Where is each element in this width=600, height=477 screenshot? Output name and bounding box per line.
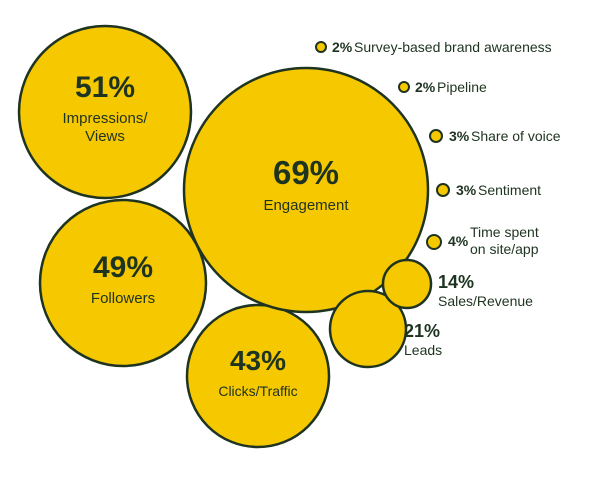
bubble-9 xyxy=(429,129,443,143)
category-label-6: Sales/Revenue xyxy=(438,293,533,309)
value-label-4: 43% xyxy=(230,345,286,376)
category-label-11: Survey-based brand awareness xyxy=(354,39,552,55)
bubble-8 xyxy=(436,183,450,197)
category-label-9: Share of voice xyxy=(471,128,561,144)
category-label-4: Clicks/Traffic xyxy=(218,383,297,399)
value-label-2: 69% xyxy=(273,154,339,191)
category-label-3: Followers xyxy=(91,290,155,307)
category-label-1: Impressions/ xyxy=(62,110,148,127)
value-label-3: 49% xyxy=(93,251,153,284)
value-label-6: 14% xyxy=(438,272,474,292)
category-label-10: Pipeline xyxy=(437,79,487,95)
bubble-6 xyxy=(381,258,433,310)
category-label-7: on site/app xyxy=(470,241,539,257)
bubble-10 xyxy=(398,81,410,93)
bubble-5 xyxy=(328,289,408,369)
value-label-1: 51% xyxy=(75,71,135,104)
bubble-4 xyxy=(185,303,331,449)
value-label-11: 2% xyxy=(332,39,353,55)
category-label-7: Time spent xyxy=(470,224,539,240)
bubble-11 xyxy=(315,41,327,53)
value-label-8: 3% xyxy=(456,182,477,198)
category-label-8: Sentiment xyxy=(478,182,541,198)
bubble-3 xyxy=(38,198,208,368)
bubble-7 xyxy=(426,234,442,250)
value-label-5: 21% xyxy=(404,321,440,341)
bubble-2 xyxy=(182,66,430,314)
category-label-5: Leads xyxy=(404,342,442,358)
category-label-2: Engagement xyxy=(263,197,349,214)
bubble-1 xyxy=(17,24,193,200)
value-label-10: 2% xyxy=(415,79,436,95)
value-label-9: 3% xyxy=(449,128,470,144)
value-label-7: 4% xyxy=(448,233,469,249)
category-label-1: Views xyxy=(85,128,125,145)
